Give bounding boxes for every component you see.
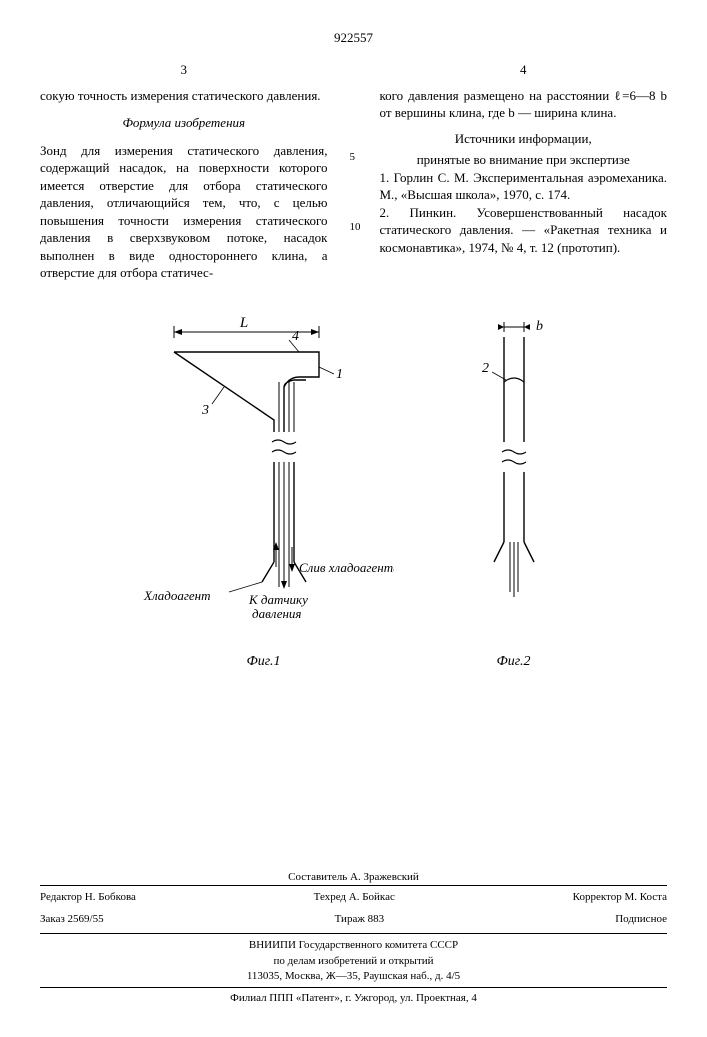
footer-corrector: Корректор М. Коста — [573, 890, 667, 905]
callout-2: 2 — [482, 361, 489, 376]
document-number: 922557 — [40, 30, 667, 46]
line-num-5: 5 — [350, 151, 356, 163]
right-column: 4 кого давления размещено на расстоянии … — [380, 61, 668, 282]
line-num-10: 10 — [350, 221, 361, 233]
fig2-label: Фиг.2 — [454, 654, 574, 670]
footer-editor: Редактор Н. Бобкова — [40, 890, 136, 905]
footer-order: Заказ 2569/55 — [40, 912, 104, 927]
figure-1: L 4 1 3 — [134, 312, 394, 670]
footer-org2: по делам изобретений и открытий — [40, 954, 667, 969]
footer-org1: ВНИИПИ Государственного комитета СССР — [40, 938, 667, 953]
sources-subtitle: принятые во внимание при экспертизе — [380, 151, 668, 169]
label-sensor-2: давления — [252, 606, 301, 621]
page-num-right: 4 — [380, 61, 668, 79]
footer-branch: Филиал ППП «Патент», г. Ужгород, ул. Про… — [40, 987, 667, 1006]
line-number-gutter: 5 10 — [348, 61, 360, 282]
footer-compiler: Составитель А. Зражевский — [40, 870, 667, 885]
footer-techred: Техред А. Бойкас — [314, 890, 395, 905]
formula-text: Зонд для измерения статического давления… — [40, 143, 328, 281]
text-columns: 3 сокую точность измерения статического … — [40, 61, 667, 282]
footer-addr: 113035, Москва, Ж—35, Раушская наб., д. … — [40, 969, 667, 984]
continuation-text: кого давления размещено на расстоянии ℓ=… — [380, 88, 668, 121]
callout-1: 1 — [336, 367, 343, 382]
fig1-label: Фиг.1 — [134, 654, 394, 670]
callout-3: 3 — [201, 403, 209, 418]
callout-4: 4 — [292, 329, 299, 344]
label-drain: Слив хладоагента — [299, 560, 394, 575]
figure-2: b 2 Фиг.2 — [454, 312, 574, 670]
dim-b-label: b — [536, 319, 543, 334]
left-column: 3 сокую точность измерения статического … — [40, 61, 328, 282]
dim-L-label: L — [238, 315, 247, 331]
footer-tirage: Тираж 883 — [335, 912, 385, 927]
source-1: 1. Горлин С. М. Экспериментальная аэроме… — [380, 169, 668, 204]
label-sensor-1: К датчику — [248, 592, 308, 607]
formula-title: Формула изобретения — [40, 114, 328, 132]
page-num-left: 3 — [40, 61, 328, 79]
sources-title: Источники информации, — [380, 130, 668, 148]
source-2: 2. Пинкин. Усовершенствованный насадок с… — [380, 204, 668, 257]
intro-text: сокую точность измерения статического да… — [40, 88, 321, 103]
figure-2-svg: b 2 — [454, 312, 574, 642]
figure-1-svg: L 4 1 3 — [134, 312, 394, 642]
figures-area: L 4 1 3 — [40, 312, 667, 670]
footer: Составитель А. Зражевский Редактор Н. Бо… — [40, 870, 667, 1007]
label-coolant: Хладоагент — [143, 588, 211, 603]
footer-subscript: Подписное — [615, 912, 667, 927]
